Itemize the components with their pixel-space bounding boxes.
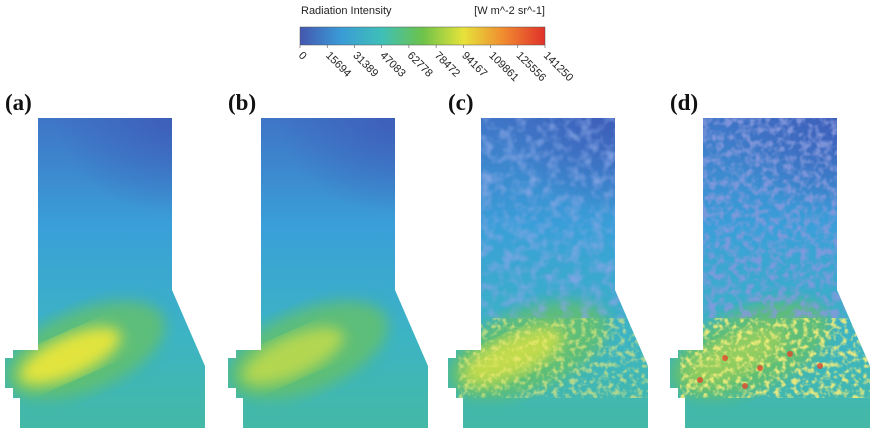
panel-label: (d) xyxy=(670,90,698,115)
colorbar-tick-label: 15694 xyxy=(323,50,353,80)
panel-label: (a) xyxy=(5,90,32,115)
panel: (a) xyxy=(5,90,205,428)
colorbar-tick-label: 0 xyxy=(296,50,309,63)
colorbar xyxy=(299,26,546,46)
colorbar-tick-label: 141250 xyxy=(541,50,575,84)
colorbar-tick-label: 78472 xyxy=(432,50,462,80)
contour-field xyxy=(670,118,870,428)
panel: (c) xyxy=(448,90,648,428)
panel-label: (b) xyxy=(228,90,256,115)
contour-field xyxy=(5,118,205,428)
colorbar-tick-label: 94167 xyxy=(459,50,489,80)
panel: (d) xyxy=(670,90,870,428)
colorbar-tick-label: 31389 xyxy=(350,50,380,80)
panel: (b) xyxy=(228,90,428,428)
contour-field xyxy=(448,118,648,428)
contour-field xyxy=(228,118,428,428)
panel-label: (c) xyxy=(448,90,474,115)
colorbar-tick-label: 62778 xyxy=(405,50,435,80)
colorbar-title: Radiation Intensity xyxy=(301,5,392,17)
colorbar-tick-label: 47083 xyxy=(378,50,408,80)
colorbar-units: [W m^-2 sr^-1] xyxy=(474,5,545,17)
